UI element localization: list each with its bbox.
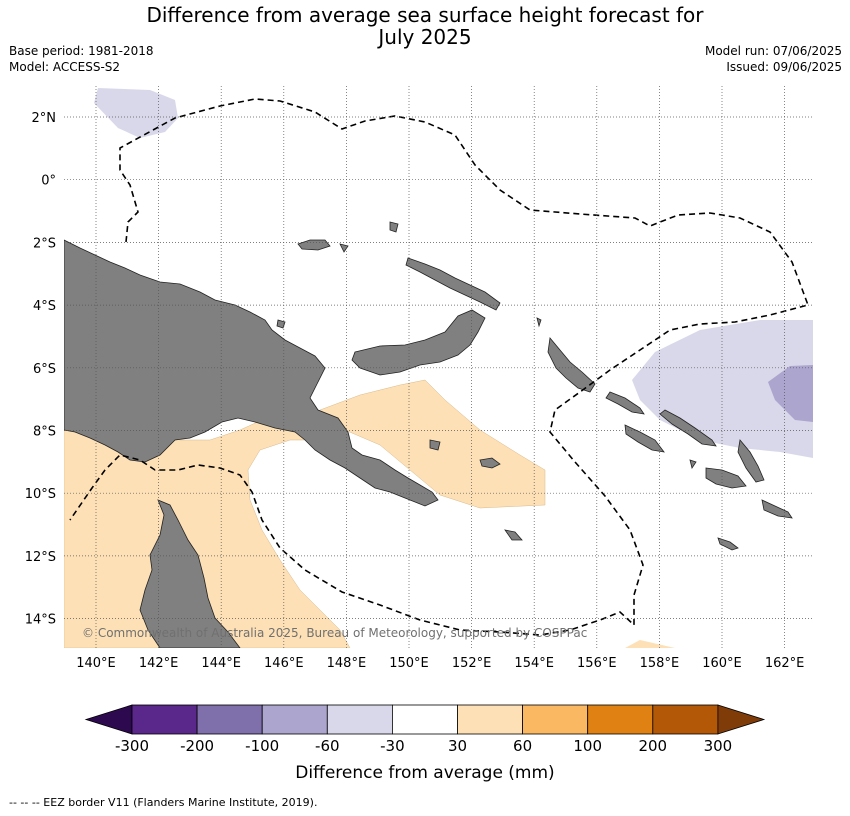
- colorbar-tick-label: 300: [704, 737, 733, 755]
- land-santa-isabel: [659, 409, 717, 447]
- colorbar-tick-label: -30: [380, 737, 405, 755]
- lat-label: 14°S: [25, 613, 56, 628]
- lon-label: 146°E: [264, 656, 304, 671]
- land-makira: [761, 499, 793, 519]
- title-line-2: July 2025: [378, 25, 472, 49]
- issued-date: Issued: 09/06/2025: [726, 60, 842, 74]
- land-choiseul: [605, 391, 645, 415]
- colorbar-segment: [587, 704, 654, 735]
- colorbar-segment: [652, 704, 719, 735]
- land-mussau: [339, 243, 349, 253]
- land-new-georgia: [624, 424, 665, 453]
- lat-label: 2°N: [32, 111, 57, 126]
- land-manus: [297, 239, 331, 251]
- lon-label: 162°E: [765, 656, 805, 671]
- map-area: [64, 88, 813, 648]
- land-malaita: [737, 439, 765, 483]
- colorbar-segment: [457, 704, 523, 735]
- lon-label: 144°E: [201, 656, 241, 671]
- gridlines: [64, 86, 813, 648]
- colorbar-tick-label: -200: [180, 737, 214, 755]
- meta-left: Base period: 1981-2018 Model: ACCESS-S2: [9, 43, 154, 75]
- lon-label: 154°E: [514, 656, 554, 671]
- land-fergusson: [479, 457, 501, 469]
- lat-label: 12°S: [25, 550, 56, 565]
- anomaly-negative-east-core: [768, 365, 813, 422]
- land-ontong: [689, 459, 697, 469]
- land-masses: [64, 221, 793, 648]
- land-guadalcanal: [705, 467, 747, 489]
- colorbar-extend-high: [717, 704, 766, 735]
- copyright-text: © Commonwealth of Australia 2025, Bureau…: [82, 626, 587, 640]
- lat-label: 6°S: [33, 362, 56, 377]
- land-woodlark: [429, 439, 441, 451]
- land-new-britain: [351, 309, 486, 376]
- colorbar-tick-label: -100: [245, 737, 279, 755]
- base-period: Base period: 1981-2018: [9, 44, 154, 58]
- land-bougainville: [547, 337, 596, 393]
- lat-label: 4°S: [33, 299, 56, 314]
- land-new-guinea: [64, 239, 439, 507]
- colorbar: -300 -200 -100 -60 -30 30 60 100 200 300: [84, 704, 766, 755]
- anomaly-negative-north: [94, 88, 178, 138]
- colorbar-tick-label: 60: [513, 737, 532, 755]
- longitude-labels: 140°E 142°E 144°E 146°E 148°E 150°E 152°E 154°E…: [76, 656, 804, 671]
- eez-border: [69, 98, 810, 636]
- colorbar-tick-label: 100: [573, 737, 602, 755]
- lon-label: 142°E: [139, 656, 179, 671]
- colorbar-segment: [522, 704, 589, 735]
- land-cape-york: [139, 499, 241, 648]
- lon-label: 150°E: [389, 656, 429, 671]
- land-admiralty-east: [389, 221, 399, 233]
- lon-label: 140°E: [76, 656, 116, 671]
- land-new-ireland: [405, 257, 501, 311]
- colorbar-segment: [196, 704, 263, 735]
- anomaly-positive-south: [625, 640, 675, 648]
- model-name: Model: ACCESS-S2: [9, 60, 121, 74]
- colorbar-segment: [131, 704, 198, 735]
- colorbar-tick-label: 200: [638, 737, 667, 755]
- land-islet-b: [536, 317, 542, 328]
- lon-label: 158°E: [640, 656, 680, 671]
- meta-right: Model run: 07/06/2025 Issued: 09/06/2025: [705, 43, 842, 75]
- land-islet-a: [276, 319, 286, 329]
- title-line-1: Difference from average sea surface heig…: [146, 3, 704, 27]
- lon-label: 156°E: [577, 656, 617, 671]
- lon-label: 148°E: [327, 656, 367, 671]
- lat-label: 10°S: [25, 487, 56, 502]
- lat-label: 8°S: [33, 425, 56, 440]
- colorbar-title: Difference from average (mm): [295, 763, 554, 783]
- colorbar-segment: [391, 704, 458, 735]
- colorbar-extend-low: [84, 704, 133, 735]
- lat-label: 2°S: [33, 236, 56, 251]
- land-islet-c: [717, 537, 739, 551]
- lon-label: 160°E: [702, 656, 742, 671]
- latitude-labels: 2°N 0° 2°S 4°S 6°S 8°S 10°S 12°S 14°S: [25, 111, 56, 628]
- model-run: Model run: 07/06/2025: [704, 44, 842, 58]
- colorbar-tick-label: -300: [115, 737, 149, 755]
- eez-footnote: -- -- -- EEZ border V11 (Flanders Marine…: [9, 796, 318, 809]
- colorbar-tick-label: 30: [448, 737, 467, 755]
- colorbar-tick-label: -60: [315, 737, 340, 755]
- colorbar-segment: [326, 704, 393, 735]
- chart-title: Difference from average sea surface heig…: [0, 4, 850, 48]
- lat-label: 0°: [41, 174, 56, 189]
- colorbar-segment: [261, 704, 328, 735]
- lon-label: 152°E: [452, 656, 492, 671]
- land-rossel: [504, 529, 523, 541]
